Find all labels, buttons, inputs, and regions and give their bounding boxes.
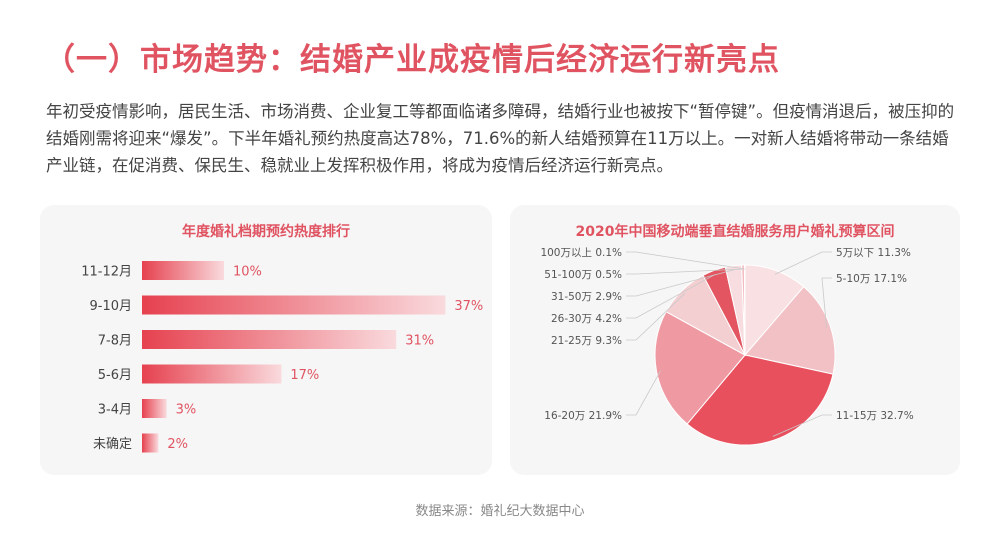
pie-label: 31-50万 2.9% [551, 291, 622, 303]
bar [142, 295, 446, 315]
pie-slice [744, 286, 836, 375]
pie-chart-panel: 2020年中国移动端垂直结婚服务用户婚礼预算区间 5万以下 11.3% 5-10万… [510, 205, 960, 475]
pie-leader-line [626, 268, 744, 275]
bar-chart: 11-12月 10% 9-10月 37% 7-8月 31% 5-6月 17% 3-4月 3% 未确定… [81, 261, 483, 453]
bar-category-label: 7-8月 [98, 334, 132, 349]
pie-chart-title: 2020年中国移动端垂直结婚服务用户婚礼预算区间 [575, 224, 895, 240]
pie-label: 5万以下 11.3% [836, 247, 911, 259]
bar-value-label: 3% [176, 403, 197, 418]
pie-slice [743, 264, 746, 356]
bar [142, 433, 159, 453]
pie-label: 26-30万 4.2% [551, 313, 622, 325]
bar-chart-title: 年度婚礼档期预约热度排行 [182, 224, 350, 240]
page-title: （一）市场趋势：结婚产业成疫情后经济运行新亮点 [44, 42, 780, 78]
pie-leader-line [626, 370, 661, 416]
bar-category-label: 5-6月 [98, 368, 132, 383]
bar-category-label: 3-4月 [98, 403, 132, 418]
bar-value-label: 17% [290, 368, 319, 383]
pie-leader-line [821, 277, 832, 328]
intro-paragraph: 年初受疫情影响，居民生活、市场消费、企业复工等都面临诸多障碍，结婚行业也被按下“… [46, 102, 955, 175]
data-source: 数据来源：婚礼纪大数据中心 [415, 504, 585, 519]
pie-leader-line [626, 269, 735, 297]
pie-leader-line [774, 251, 832, 275]
pie-slice [686, 354, 834, 446]
pie-chart: 5万以下 11.3% 5-10万 17.1% 11-15万 32.7% 16-20万 … [540, 247, 914, 446]
bar-category-label: 未确定 [93, 437, 132, 452]
bar-value-label: 2% [167, 437, 188, 452]
bar-category-label: 9-10月 [89, 299, 132, 314]
pie-label: 11-15万 32.7% [836, 410, 914, 422]
pie-label: 16-20万 21.9% [544, 410, 622, 422]
bar-chart-panel: 年度婚礼档期预约热度排行 11-12月 10% 9-10月 37% 7-8月 31% 5-6… [40, 205, 492, 475]
bar-value-label: 37% [454, 299, 483, 314]
bar [142, 330, 397, 349]
pie-label: 5-10万 17.1% [836, 273, 907, 285]
pie-slice [744, 264, 805, 357]
pie-leader-line [626, 251, 745, 270]
pie-label: 51-100万 0.5% [544, 269, 622, 281]
pie-slice [654, 310, 746, 425]
pie-leader-line [772, 414, 832, 437]
pie-label: 100万以上 0.1% [540, 247, 622, 259]
bar-value-label: 31% [405, 334, 434, 349]
pie-leader-line [626, 293, 686, 341]
pie-leader-line [626, 273, 716, 319]
bar-value-label: 10% [233, 265, 262, 280]
bar [142, 399, 167, 418]
bar [142, 261, 224, 280]
bar [142, 364, 282, 384]
pie-label: 21-25万 9.3% [551, 335, 622, 347]
bar-category-label: 11-12月 [81, 265, 132, 280]
